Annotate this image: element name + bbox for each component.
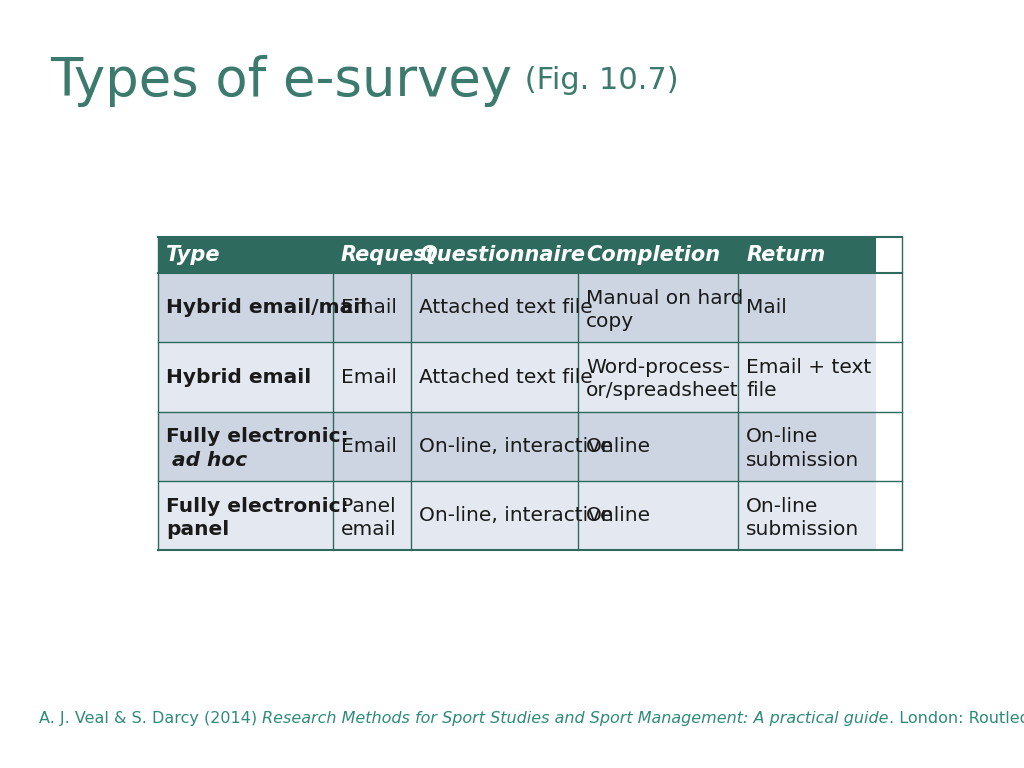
- Bar: [158, 412, 333, 481]
- Text: Fully electronic:: Fully electronic:: [166, 427, 349, 446]
- Text: Mail: Mail: [746, 298, 786, 317]
- Text: . London: Routledge: . London: Routledge: [889, 710, 1024, 726]
- Text: Email: Email: [341, 437, 396, 456]
- Bar: [333, 273, 411, 343]
- Bar: [411, 237, 579, 273]
- Bar: [738, 412, 876, 481]
- Text: Research Methods for Sport Studies and Sport Management: A practical guide: Research Methods for Sport Studies and S…: [262, 710, 889, 726]
- Bar: [158, 343, 333, 412]
- Text: Online: Online: [586, 437, 651, 456]
- Text: A. J. Veal & S. Darcy (2014): A. J. Veal & S. Darcy (2014): [39, 710, 262, 726]
- Bar: [579, 237, 738, 273]
- Text: Fully electronic:: Fully electronic:: [166, 497, 349, 515]
- Bar: [738, 343, 876, 412]
- Bar: [158, 481, 333, 551]
- Bar: [738, 481, 876, 551]
- Text: On-line, interactive: On-line, interactive: [419, 437, 612, 456]
- Text: panel: panel: [166, 520, 229, 539]
- Bar: [333, 412, 411, 481]
- Text: Email: Email: [341, 368, 396, 386]
- Text: On-line, interactive: On-line, interactive: [419, 506, 612, 525]
- Text: Attached text file: Attached text file: [419, 368, 593, 386]
- Text: copy: copy: [586, 312, 634, 331]
- Text: Email + text: Email + text: [746, 358, 871, 377]
- Text: Email: Email: [341, 298, 396, 317]
- Text: or/spreadsheet: or/spreadsheet: [586, 382, 739, 400]
- Text: Manual on hard: Manual on hard: [586, 289, 743, 307]
- Text: Completion: Completion: [586, 245, 720, 265]
- Bar: [411, 412, 579, 481]
- Text: Hybrid email/mail: Hybrid email/mail: [166, 298, 368, 317]
- Bar: [411, 273, 579, 343]
- Bar: [158, 273, 333, 343]
- Bar: [738, 273, 876, 343]
- Text: Panel: Panel: [341, 497, 395, 515]
- Bar: [158, 237, 333, 273]
- Text: On-line: On-line: [746, 497, 818, 515]
- Bar: [333, 343, 411, 412]
- Text: submission: submission: [746, 520, 859, 539]
- Bar: [579, 481, 738, 551]
- Text: On-line: On-line: [746, 427, 818, 446]
- Text: Attached text file: Attached text file: [419, 298, 593, 317]
- Bar: [333, 237, 411, 273]
- Text: Type: Type: [166, 245, 219, 265]
- Text: Online: Online: [586, 506, 651, 525]
- Text: ad hoc: ad hoc: [172, 451, 248, 470]
- Text: file: file: [746, 382, 777, 400]
- Bar: [411, 481, 579, 551]
- Bar: [579, 343, 738, 412]
- Text: email: email: [341, 520, 396, 539]
- Bar: [579, 273, 738, 343]
- Text: Word-process-: Word-process-: [586, 358, 730, 377]
- Bar: [579, 412, 738, 481]
- Text: Questionnaire: Questionnaire: [419, 245, 585, 265]
- Text: Request: Request: [341, 245, 436, 265]
- Text: (Fig. 10.7): (Fig. 10.7): [515, 66, 679, 95]
- Text: submission: submission: [746, 451, 859, 470]
- Text: Types of e-survey: Types of e-survey: [50, 55, 512, 107]
- Bar: [333, 481, 411, 551]
- Text: Hybrid email: Hybrid email: [166, 368, 311, 386]
- Text: Return: Return: [746, 245, 825, 265]
- Bar: [411, 343, 579, 412]
- Bar: [738, 237, 876, 273]
